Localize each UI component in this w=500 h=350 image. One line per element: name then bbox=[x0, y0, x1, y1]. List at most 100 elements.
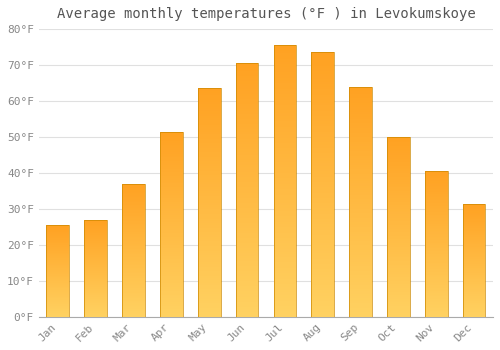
Bar bbox=[84, 269, 107, 270]
Bar bbox=[312, 256, 334, 259]
Bar bbox=[236, 198, 258, 200]
Bar bbox=[312, 108, 334, 111]
Bar bbox=[122, 312, 145, 313]
Bar bbox=[425, 283, 448, 285]
Bar bbox=[312, 251, 334, 253]
Bar bbox=[236, 238, 258, 241]
Bar bbox=[84, 260, 107, 261]
Bar bbox=[274, 159, 296, 162]
Bar bbox=[425, 260, 448, 261]
Bar bbox=[312, 216, 334, 219]
Bar bbox=[236, 162, 258, 164]
Bar bbox=[463, 291, 485, 292]
Bar bbox=[463, 208, 485, 209]
Bar bbox=[349, 144, 372, 146]
Bar bbox=[236, 91, 258, 94]
Bar bbox=[122, 305, 145, 306]
Bar bbox=[198, 267, 220, 269]
Bar bbox=[46, 231, 69, 232]
Bar bbox=[349, 261, 372, 264]
Bar bbox=[198, 234, 220, 237]
Bar bbox=[160, 306, 182, 308]
Bar bbox=[349, 248, 372, 250]
Bar bbox=[236, 208, 258, 210]
Bar bbox=[160, 178, 182, 180]
Bar bbox=[349, 130, 372, 133]
Bar bbox=[425, 178, 448, 180]
Bar bbox=[349, 137, 372, 140]
Bar bbox=[387, 216, 410, 218]
Bar bbox=[46, 230, 69, 231]
Bar bbox=[160, 169, 182, 170]
Bar bbox=[349, 303, 372, 305]
Bar bbox=[349, 264, 372, 266]
Bar bbox=[122, 247, 145, 249]
Bar bbox=[198, 212, 220, 214]
Bar bbox=[198, 161, 220, 164]
Bar bbox=[84, 256, 107, 257]
Bar bbox=[387, 225, 410, 227]
Bar bbox=[122, 260, 145, 261]
Bar bbox=[198, 205, 220, 207]
Bar bbox=[46, 244, 69, 245]
Bar bbox=[198, 296, 220, 299]
Bar bbox=[387, 202, 410, 203]
Bar bbox=[387, 259, 410, 261]
Bar bbox=[425, 279, 448, 280]
Bar bbox=[349, 301, 372, 303]
Bar bbox=[198, 173, 220, 175]
Bar bbox=[236, 96, 258, 99]
Bar bbox=[312, 198, 334, 201]
Bar bbox=[274, 67, 296, 70]
Bar bbox=[46, 227, 69, 228]
Bar bbox=[198, 301, 220, 303]
Bar bbox=[160, 206, 182, 208]
Bar bbox=[425, 218, 448, 219]
Bar bbox=[46, 273, 69, 274]
Bar bbox=[425, 212, 448, 214]
Bar bbox=[160, 295, 182, 296]
Bar bbox=[46, 226, 69, 227]
Bar bbox=[463, 316, 485, 317]
Bar bbox=[160, 215, 182, 217]
Bar bbox=[349, 275, 372, 278]
Bar bbox=[425, 313, 448, 314]
Bar bbox=[84, 244, 107, 245]
Bar bbox=[236, 261, 258, 264]
Bar bbox=[84, 279, 107, 280]
Bar bbox=[84, 295, 107, 296]
Bar bbox=[274, 45, 296, 48]
Bar bbox=[425, 290, 448, 292]
Bar bbox=[198, 303, 220, 306]
Bar bbox=[349, 206, 372, 209]
Bar bbox=[84, 228, 107, 229]
Bar bbox=[84, 235, 107, 236]
Bar bbox=[463, 231, 485, 232]
Bar bbox=[198, 209, 220, 212]
Bar bbox=[122, 233, 145, 234]
Bar bbox=[198, 225, 220, 228]
Bar bbox=[198, 246, 220, 248]
Bar bbox=[425, 314, 448, 315]
Bar bbox=[312, 227, 334, 230]
Bar bbox=[160, 174, 182, 176]
Bar bbox=[274, 151, 296, 154]
Bar bbox=[198, 315, 220, 317]
Bar bbox=[160, 282, 182, 284]
Bar bbox=[425, 215, 448, 216]
Bar bbox=[84, 249, 107, 250]
Bar bbox=[425, 220, 448, 222]
Bar bbox=[236, 307, 258, 309]
Bar bbox=[349, 239, 372, 241]
Bar bbox=[46, 240, 69, 241]
Bar bbox=[236, 63, 258, 317]
Bar bbox=[425, 240, 448, 241]
Bar bbox=[349, 213, 372, 216]
Bar bbox=[387, 144, 410, 146]
Bar bbox=[387, 200, 410, 202]
Bar bbox=[425, 244, 448, 245]
Bar bbox=[236, 139, 258, 142]
Bar bbox=[46, 260, 69, 261]
Bar bbox=[463, 230, 485, 231]
Bar bbox=[84, 288, 107, 289]
